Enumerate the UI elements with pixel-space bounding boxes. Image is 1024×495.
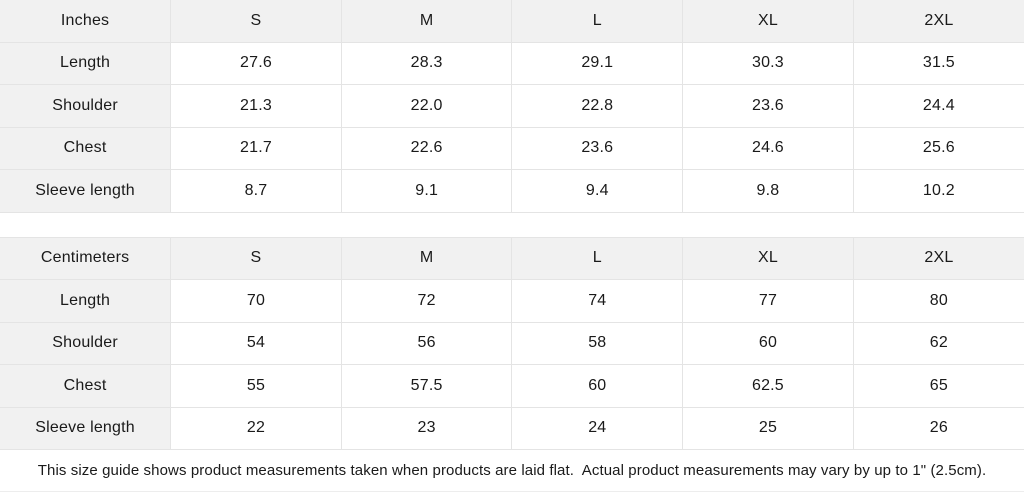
measurement-value-cell: 55: [170, 364, 342, 408]
size-header-row: Centimeters S M L XL 2XL: [0, 236, 1024, 280]
measurement-value-cell: 22: [170, 406, 342, 450]
measurement-label-cell: Sleeve length: [0, 169, 172, 213]
measurement-value-cell: 26: [852, 406, 1024, 450]
measurement-value-cell: 23.6: [511, 126, 684, 170]
inches-table: Inches S M L XL 2XL Length 27.6 28.3 29.1 30.3 31.5…: [0, 0, 1024, 213]
measurement-value-cell: 30.3: [682, 41, 854, 85]
measurement-value-cell: 22.8: [511, 84, 684, 128]
measurement-value-cell: 65: [852, 364, 1024, 408]
measurement-label-cell: Chest: [0, 364, 172, 408]
size-column-header-cell: L: [511, 0, 684, 43]
measurement-value-cell: 28.3: [340, 41, 513, 85]
measurement-value-cell: 74: [511, 279, 684, 323]
measurement-value-cell: 77: [682, 279, 854, 323]
measurement-value-cell: 62: [852, 321, 1024, 365]
size-guide-footnote: This size guide shows product measuremen…: [0, 450, 1024, 492]
measurement-value-cell: 25: [682, 406, 854, 450]
size-column-header-cell: L: [511, 236, 684, 280]
measurement-row: Sleeve length 22 23 24 25 26: [0, 406, 1024, 450]
measurement-value-cell: 24.6: [682, 126, 854, 170]
measurement-value-cell: 70: [170, 279, 342, 323]
measurement-value-cell: 23.6: [682, 84, 854, 128]
measurement-value-cell: 22.6: [340, 126, 513, 170]
measurement-value-cell: 9.1: [340, 169, 513, 213]
size-column-header-cell: XL: [682, 236, 854, 280]
size-column-header-cell: S: [170, 0, 342, 43]
measurement-row: Chest 55 57.5 60 62.5 65: [0, 364, 1024, 408]
measurement-value-cell: 21.3: [170, 84, 342, 128]
measurement-value-cell: 24: [511, 406, 684, 450]
measurement-value-cell: 9.4: [511, 169, 684, 213]
measurement-value-cell: 54: [170, 321, 342, 365]
measurement-row: Chest 21.7 22.6 23.6 24.6 25.6: [0, 126, 1024, 170]
measurement-label-cell: Length: [0, 41, 172, 85]
table-gap: [0, 212, 1024, 237]
measurement-value-cell: 24.4: [852, 84, 1024, 128]
measurement-value-cell: 21.7: [170, 126, 342, 170]
unit-label-cell: Inches: [0, 0, 172, 43]
measurement-value-cell: 29.1: [511, 41, 684, 85]
unit-label-cell: Centimeters: [0, 236, 172, 280]
centimeters-table: Centimeters S M L XL 2XL Length 70 72 74 77 80 Shoul…: [0, 236, 1024, 451]
measurement-value-cell: 56: [340, 321, 513, 365]
measurement-value-cell: 25.6: [852, 126, 1024, 170]
measurement-value-cell: 31.5: [852, 41, 1024, 85]
measurement-value-cell: 58: [511, 321, 684, 365]
measurement-label-cell: Sleeve length: [0, 406, 172, 450]
measurement-value-cell: 27.6: [170, 41, 342, 85]
size-column-header-cell: 2XL: [852, 0, 1024, 43]
measurement-label-cell: Shoulder: [0, 321, 172, 365]
size-header-row: Inches S M L XL 2XL: [0, 0, 1024, 43]
measurement-value-cell: 23: [340, 406, 513, 450]
measurement-value-cell: 8.7: [170, 169, 342, 213]
measurement-label-cell: Shoulder: [0, 84, 172, 128]
measurement-value-cell: 62.5: [682, 364, 854, 408]
measurement-value-cell: 80: [852, 279, 1024, 323]
measurement-row: Length 70 72 74 77 80: [0, 279, 1024, 323]
measurement-row: Shoulder 21.3 22.0 22.8 23.6 24.4: [0, 84, 1024, 128]
measurement-value-cell: 9.8: [682, 169, 854, 213]
measurement-row: Sleeve length 8.7 9.1 9.4 9.8 10.2: [0, 169, 1024, 213]
size-column-header-cell: S: [170, 236, 342, 280]
size-column-header-cell: M: [340, 0, 513, 43]
size-column-header-cell: 2XL: [852, 236, 1024, 280]
measurement-row: Length 27.6 28.3 29.1 30.3 31.5: [0, 41, 1024, 85]
measurement-value-cell: 22.0: [340, 84, 513, 128]
measurement-label-cell: Chest: [0, 126, 172, 170]
measurement-row: Shoulder 54 56 58 60 62: [0, 321, 1024, 365]
size-column-header-cell: M: [340, 236, 513, 280]
measurement-value-cell: 57.5: [340, 364, 513, 408]
size-column-header-cell: XL: [682, 0, 854, 43]
measurement-value-cell: 72: [340, 279, 513, 323]
measurement-label-cell: Length: [0, 279, 172, 323]
measurement-value-cell: 10.2: [852, 169, 1024, 213]
measurement-value-cell: 60: [511, 364, 684, 408]
measurement-value-cell: 60: [682, 321, 854, 365]
